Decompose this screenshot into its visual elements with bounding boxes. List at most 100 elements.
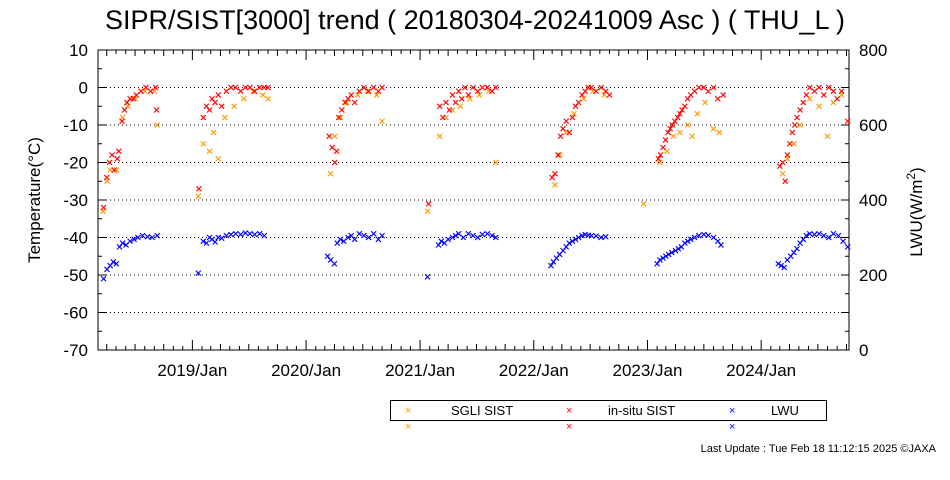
in-situ-sist-point — [247, 84, 253, 91]
sgli-sist-point — [210, 129, 217, 136]
in-situ-sist-point — [138, 88, 144, 95]
in-situ-sist-point — [844, 118, 851, 125]
lwu-point — [830, 230, 837, 237]
y-tick-label: -50 — [63, 266, 88, 285]
sgli-sist-point — [331, 133, 338, 140]
in-situ-sist-point — [830, 88, 837, 95]
in-situ-sist-point — [335, 114, 342, 121]
x-tick-label: 2022/Jan — [499, 361, 569, 380]
lwu-point — [228, 231, 234, 238]
in-situ-sist-point — [326, 133, 333, 140]
in-situ-sist-point — [218, 103, 225, 110]
lwu-point — [365, 234, 372, 241]
lwu-point — [660, 255, 666, 262]
in-situ-sist-point — [237, 88, 244, 95]
in-situ-sist-point — [575, 99, 582, 106]
in-situ-sist-point — [338, 107, 345, 113]
in-situ-sist-point — [806, 84, 813, 91]
legend-marker-sgli: × × — [405, 405, 415, 433]
lwu-point — [247, 230, 253, 237]
lwu-point — [438, 238, 445, 245]
legend: × × SGLI SIST × × in-situ SIST × × LWU — [390, 400, 827, 433]
in-situ-sist-point — [351, 99, 358, 106]
in-situ-sist-point — [153, 107, 160, 113]
sgli-sist-point — [571, 110, 577, 117]
in-situ-sist-point — [114, 155, 121, 162]
lwu-point — [778, 262, 785, 269]
in-situ-sist-point — [710, 84, 717, 91]
in-situ-sist-point — [348, 92, 355, 98]
in-situ-sist-point — [784, 152, 791, 158]
in-situ-sist-point — [143, 84, 149, 91]
in-situ-sist-point — [660, 144, 666, 151]
in-situ-sist-point — [119, 118, 125, 125]
lwu-point — [460, 234, 467, 241]
sgli-sist-point — [580, 95, 587, 102]
lwu-point — [149, 234, 156, 241]
lwu-point — [593, 233, 599, 239]
lwu-point — [200, 238, 207, 245]
in-situ-sist-point — [200, 114, 207, 121]
lwu-point — [435, 242, 442, 248]
lwu-point — [449, 234, 456, 241]
y-tick-label: -40 — [63, 229, 88, 248]
sgli-sist-point — [259, 92, 266, 98]
in-situ-sist-point — [265, 84, 271, 91]
in-situ-sist-point — [695, 84, 702, 91]
in-situ-sist-point — [465, 92, 472, 98]
sgli-sist-point — [710, 125, 717, 132]
lwu-point — [203, 240, 210, 247]
y2-axis-label-superscript: 2 — [904, 173, 918, 180]
sgli-sist-point — [337, 114, 344, 121]
lwu-point — [345, 234, 352, 241]
lwu-point — [474, 234, 481, 241]
lwu-point — [261, 232, 268, 239]
in-situ-sist-point — [820, 92, 827, 98]
y2-tick-label: 600 — [859, 116, 887, 135]
sgli-sist-point — [200, 140, 207, 147]
lwu-point — [781, 264, 788, 271]
in-situ-sist-point — [667, 125, 674, 132]
lwu-point — [668, 249, 675, 256]
legend-label-sgli: SGLI SIST — [451, 403, 514, 418]
lwu-point — [675, 245, 682, 252]
sgli-sist-point — [556, 152, 563, 158]
in-situ-sist-point — [492, 84, 499, 91]
x-tick-label: 2023/Jan — [612, 361, 682, 380]
lwu-point — [379, 232, 386, 239]
sgli-sist-point — [240, 95, 247, 102]
lwu-point — [195, 270, 202, 277]
x-tick-label: 2024/Jan — [726, 361, 796, 380]
in-situ-sist-point — [212, 99, 219, 106]
sgli-sist-point — [797, 122, 804, 128]
in-situ-sist-point — [786, 140, 793, 147]
lwu-point — [218, 235, 225, 242]
in-situ-sist-point — [789, 129, 796, 136]
sgli-sist-point — [466, 95, 473, 102]
lwu-point — [144, 233, 151, 240]
in-situ-sist-point — [223, 88, 230, 95]
in-situ-sist-point — [232, 84, 239, 91]
lwu-point — [452, 232, 459, 239]
in-situ-sist-point — [566, 129, 573, 136]
lwu-point — [662, 253, 669, 260]
last-update-text: Last Update : Tue Feb 18 11:12:15 2025 ©… — [700, 443, 936, 455]
y2-axis-label: LWU(W/m2) — [904, 167, 926, 256]
lwu-point — [251, 231, 258, 238]
lwu-point — [484, 230, 491, 237]
in-situ-sist-point — [563, 118, 570, 125]
in-situ-sist-point — [825, 84, 832, 91]
in-situ-sist-point — [195, 185, 202, 192]
in-situ-sist-point — [147, 88, 154, 95]
lwu-point — [811, 231, 818, 238]
in-situ-sist-point — [834, 95, 841, 102]
y-tick-label: -70 — [63, 341, 88, 360]
sgli-sist-point — [379, 118, 386, 125]
sgli-sist-point — [816, 103, 823, 110]
lwu-point — [131, 236, 138, 243]
in-situ-sist-point — [251, 88, 258, 95]
sgli-sist-point — [824, 133, 831, 140]
sgli-sist-point — [424, 208, 431, 215]
lwu-point — [127, 238, 134, 245]
in-situ-sist-point — [439, 114, 446, 121]
